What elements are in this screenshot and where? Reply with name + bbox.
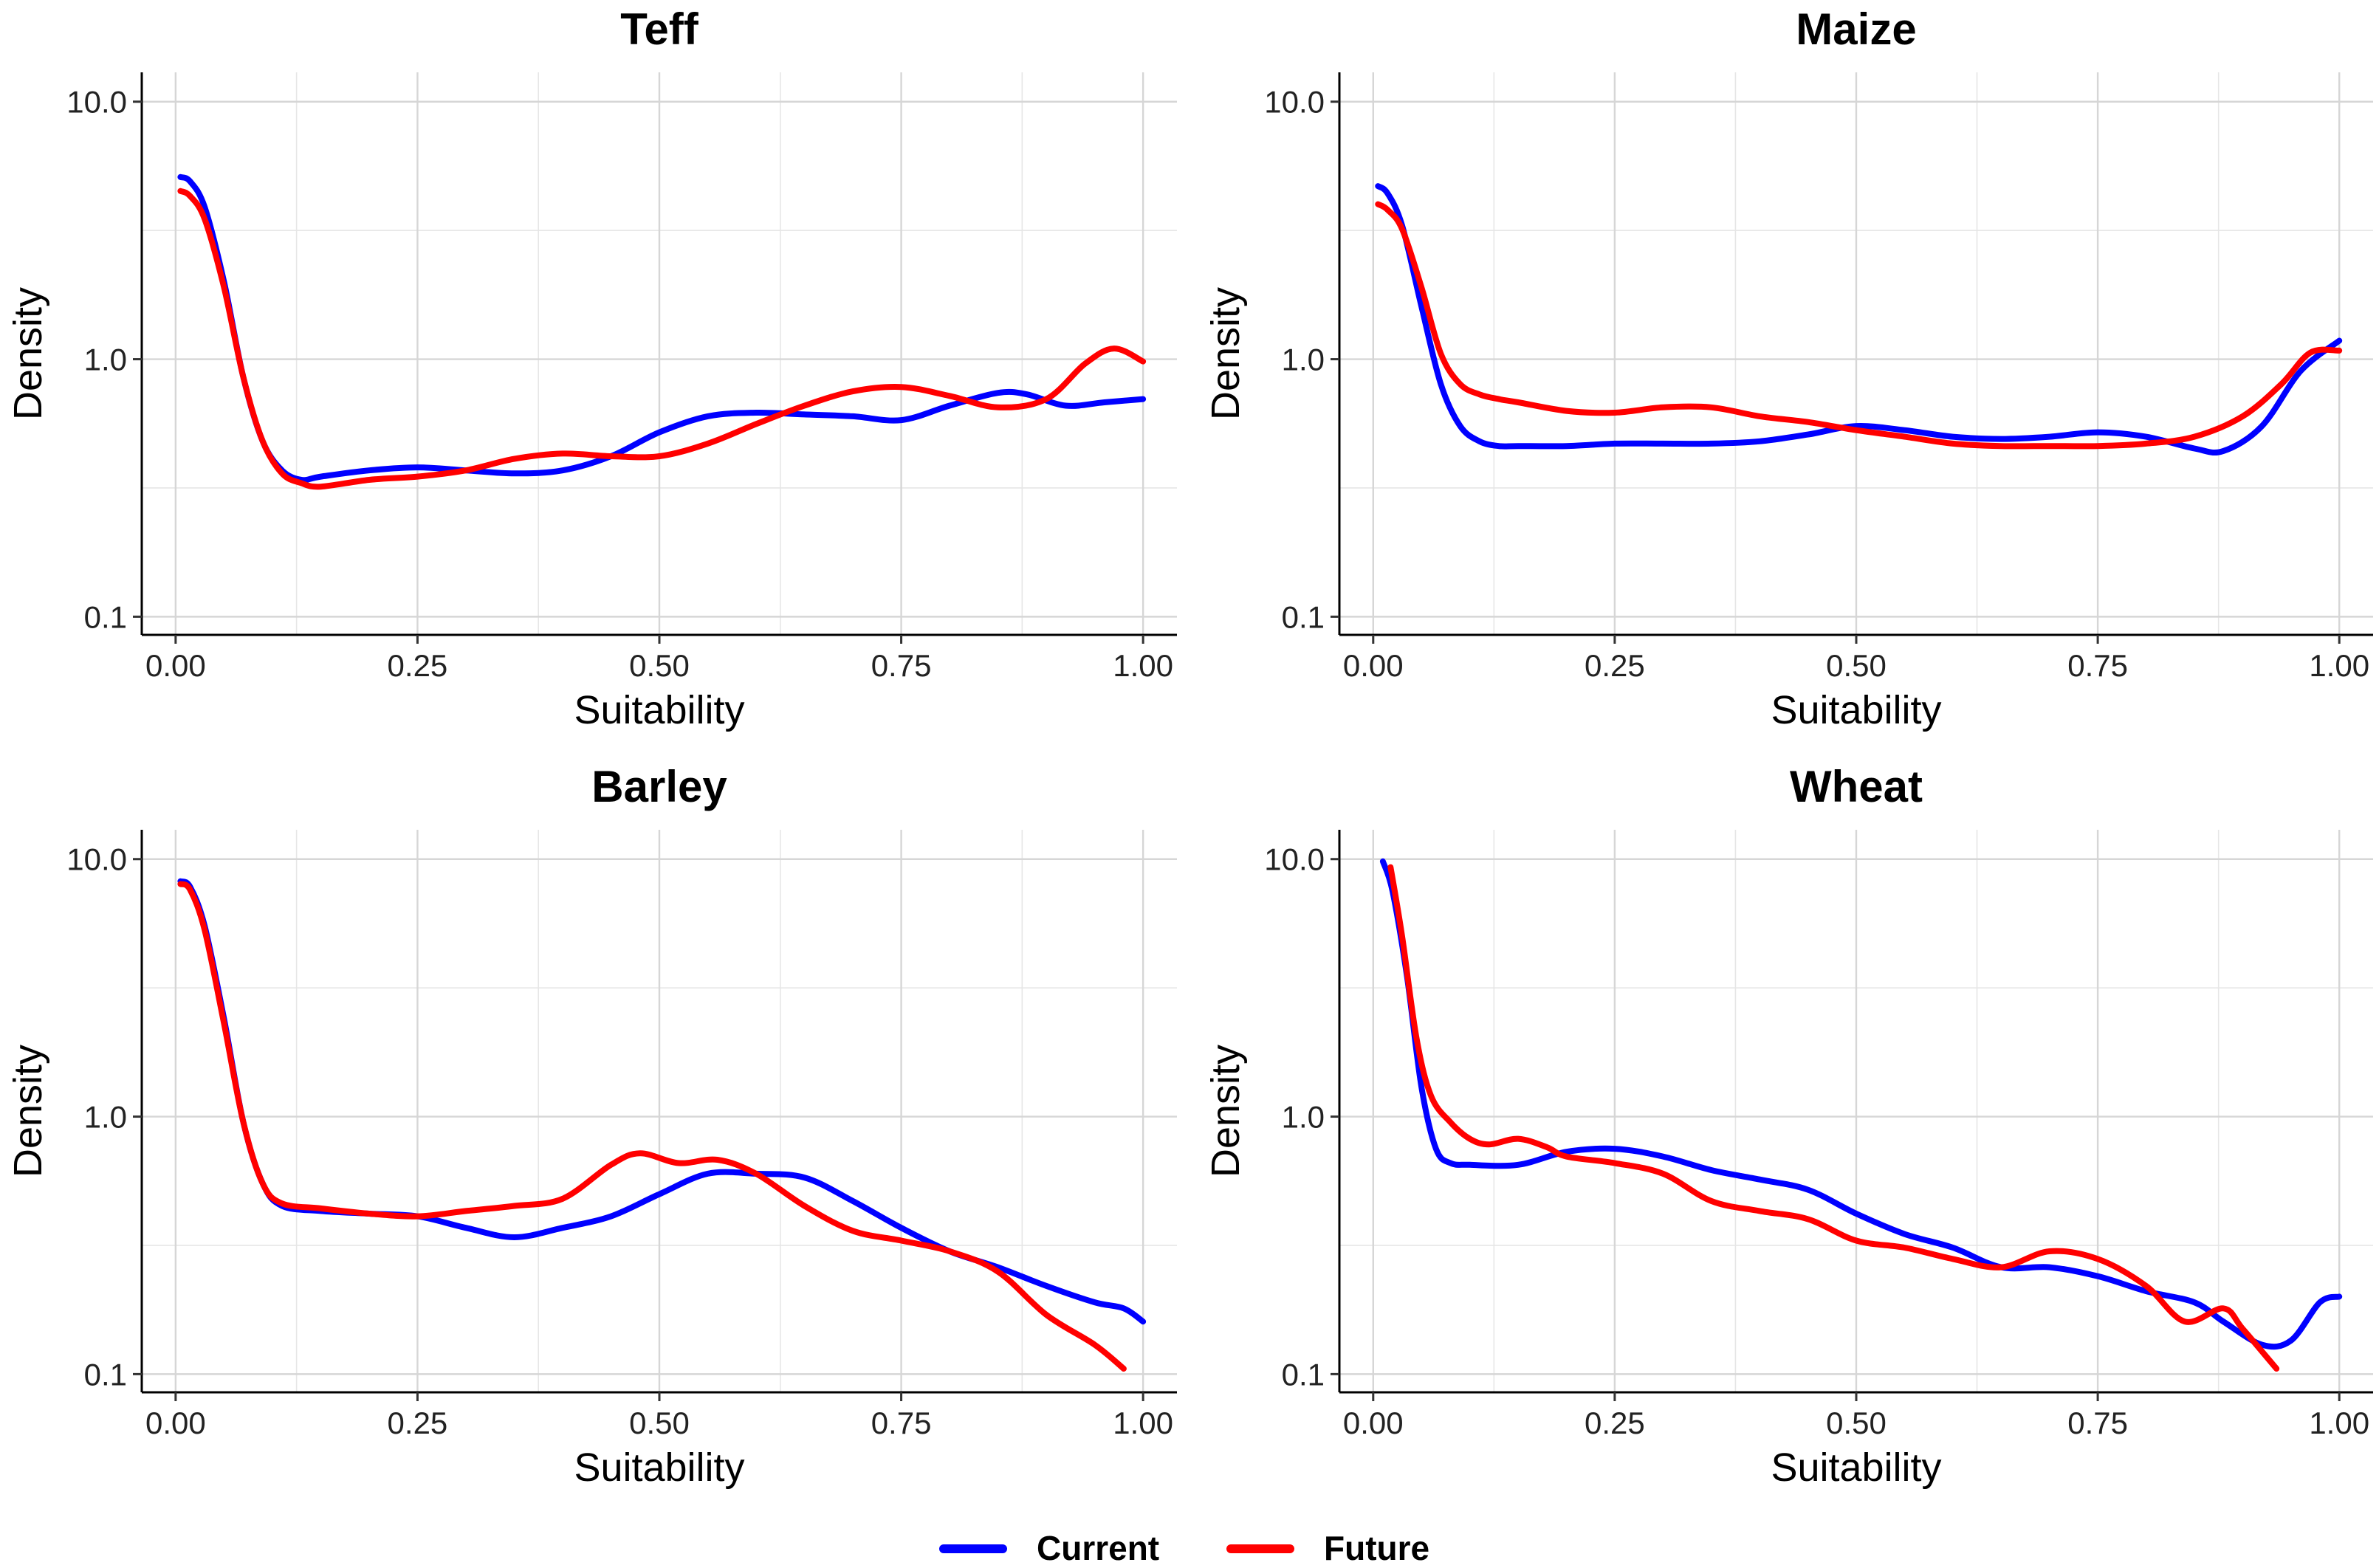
series-line-future	[177, 188, 1147, 490]
series-line-current	[1375, 183, 2343, 455]
panel-wheat: 0.00 0.25 0.50 0.75 1.00 0.1 1.0 10.0 Wheat Suita…	[1204, 762, 2373, 1490]
y-tick-label: 1.0	[84, 1100, 127, 1135]
panel-teff: 0.00 0.25 0.50 0.75 1.00 0.1 1.0 10.0 Teff Suitab…	[6, 4, 1177, 732]
panel-maize: 0.00 0.25 0.50 0.75 1.00 0.1 1.0 10.0 Maize Suita…	[1204, 4, 2373, 732]
x-tick-label: 1.00	[1113, 648, 1173, 683]
series-line-future	[1375, 201, 2343, 450]
y-tick-label: 1.0	[1282, 1100, 1325, 1135]
x-tick-label: 0.00	[1343, 1406, 1404, 1440]
x-tick-label: 0.00	[145, 648, 206, 683]
panel-title: Maize	[1796, 4, 1916, 54]
x-tick-label: 0.75	[871, 648, 932, 683]
series-line-future	[1387, 864, 2280, 1372]
legend-label-future: Future	[1324, 1529, 1429, 1567]
x-tick-label: 0.50	[629, 648, 690, 683]
panel-barley: 0.00 0.25 0.50 0.75 1.00 0.1 1.0 10.0 Barley Suit…	[6, 762, 1177, 1490]
x-axis-label: Suitability	[574, 688, 744, 732]
y-tick-label: 10.0	[66, 85, 127, 120]
series-line-future	[177, 881, 1127, 1372]
x-tick-label: 1.00	[2309, 1406, 2369, 1440]
y-tick-label: 0.1	[84, 1357, 127, 1392]
y-axis-label: Density	[1204, 1045, 1248, 1177]
x-tick-label: 0.25	[388, 1406, 448, 1440]
x-tick-label: 0.50	[629, 1406, 690, 1440]
y-tick-label: 10.0	[66, 842, 127, 877]
panel-title: Teff	[620, 4, 699, 54]
x-tick-label: 0.75	[2067, 648, 2128, 683]
y-tick-label: 0.1	[1282, 599, 1325, 634]
x-tick-label: 0.25	[1585, 648, 1645, 683]
legend: Current Future	[939, 1529, 1429, 1567]
y-tick-label: 10.0	[1264, 842, 1325, 877]
panel-title: Barley	[591, 762, 727, 811]
x-tick-label: 0.50	[1826, 1406, 1887, 1440]
y-axis-label: Density	[6, 1045, 50, 1177]
x-tick-label: 0.00	[1343, 648, 1404, 683]
panels: 0.00 0.25 0.50 0.75 1.00 0.1 1.0 10.0 Teff Suitab…	[6, 4, 2373, 1490]
series-line-current	[1379, 858, 2343, 1350]
x-tick-label: 1.00	[2309, 648, 2369, 683]
x-axis-label: Suitability	[1771, 1445, 1941, 1490]
x-tick-label: 0.25	[1585, 1406, 1645, 1440]
x-tick-label: 1.00	[1113, 1406, 1173, 1440]
x-tick-label: 0.25	[388, 648, 448, 683]
y-axis-label: Density	[6, 287, 50, 420]
y-axis-label: Density	[1204, 287, 1248, 420]
x-axis-label: Suitability	[1771, 688, 1941, 732]
y-tick-label: 1.0	[1282, 343, 1325, 377]
panel-title: Wheat	[1790, 762, 1923, 811]
y-tick-label: 0.1	[1282, 1357, 1325, 1392]
x-tick-label: 0.50	[1826, 648, 1887, 683]
y-tick-label: 1.0	[84, 343, 127, 377]
x-tick-label: 0.75	[2067, 1406, 2128, 1440]
legend-label-current: Current	[1037, 1529, 1159, 1567]
x-tick-label: 0.00	[145, 1406, 206, 1440]
x-axis-label: Suitability	[574, 1445, 744, 1490]
y-tick-label: 0.1	[84, 599, 127, 634]
x-tick-label: 0.75	[871, 1406, 932, 1440]
y-tick-label: 10.0	[1264, 85, 1325, 120]
